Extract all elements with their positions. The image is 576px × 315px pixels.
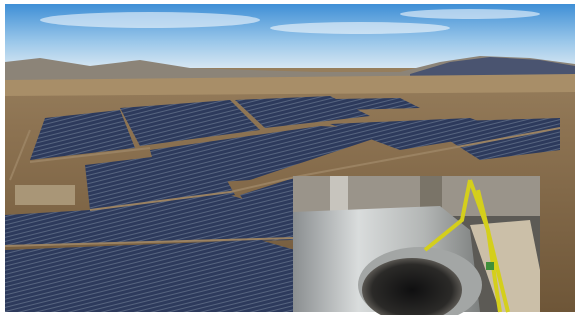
strap-tag — [486, 262, 494, 270]
substation — [15, 185, 75, 205]
pipe-inset-photo — [293, 176, 540, 315]
photo-collage — [0, 0, 576, 315]
